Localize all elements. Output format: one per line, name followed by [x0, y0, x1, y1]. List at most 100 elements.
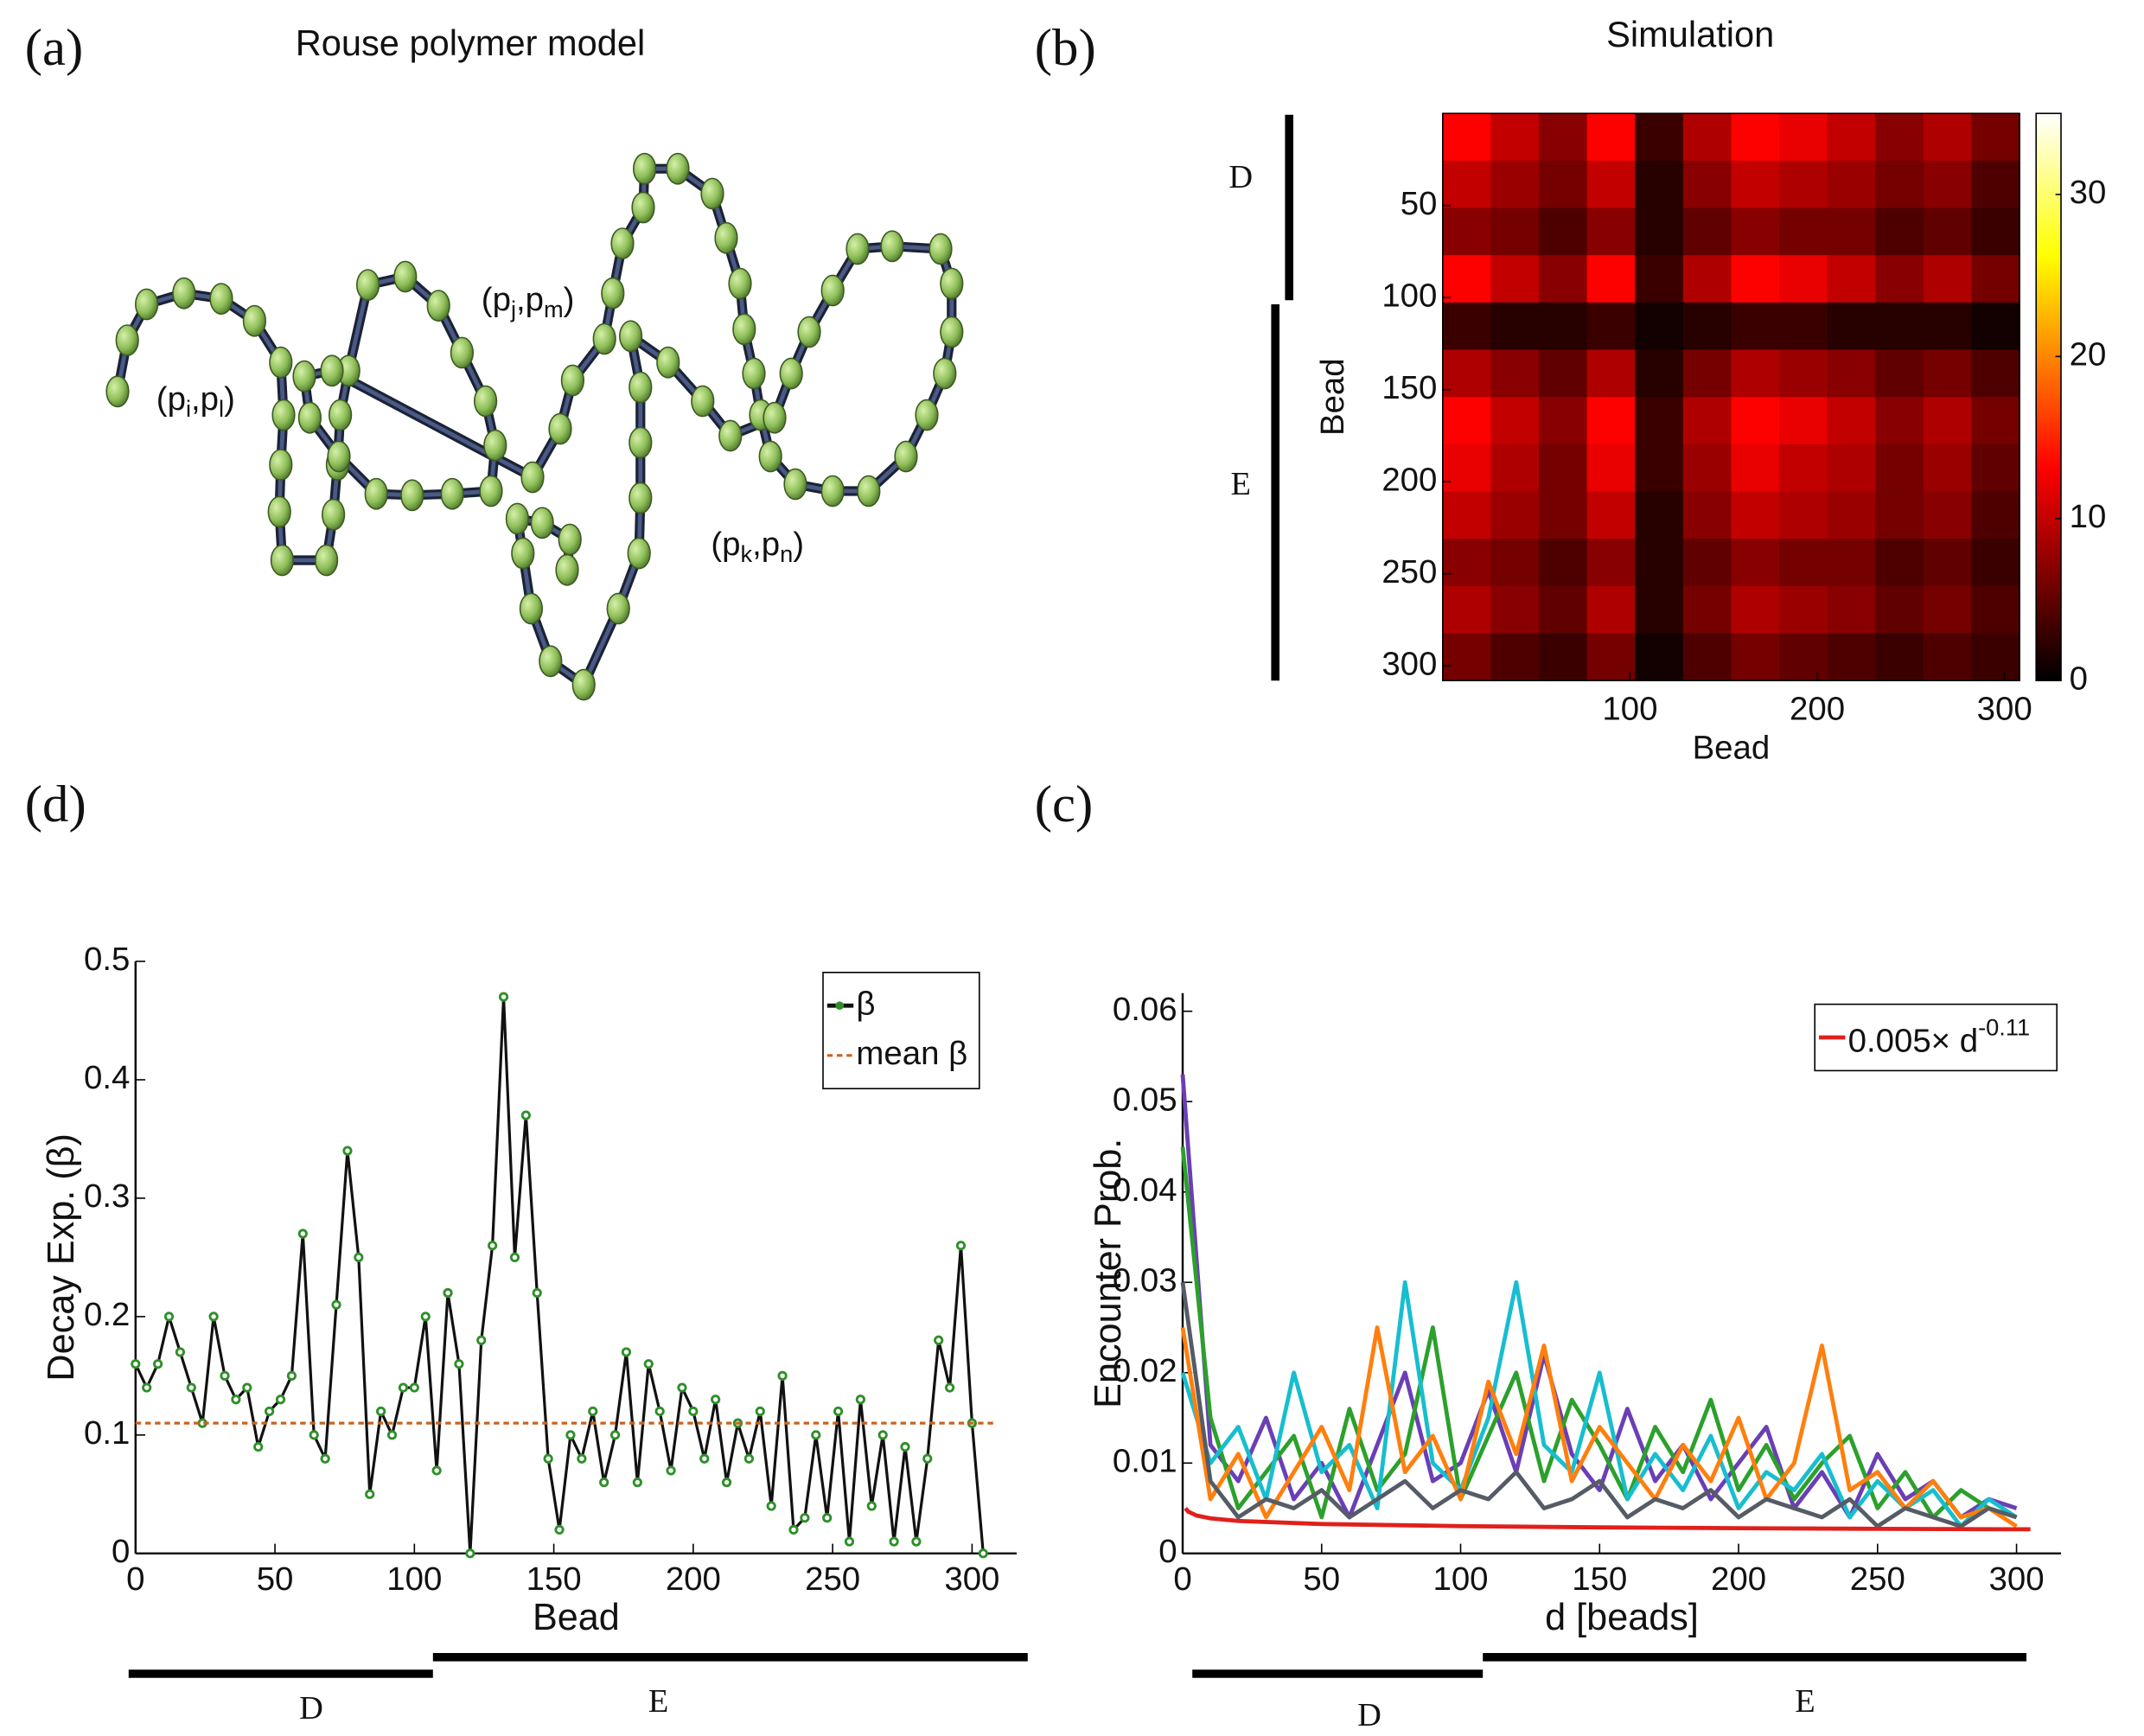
data-point [231, 1395, 241, 1405]
y-tick-label: 0.5 [84, 941, 130, 978]
heatmap-cell [1490, 113, 1540, 162]
heatmap-cell [1490, 633, 1540, 681]
heatmap-cell [1971, 302, 2020, 351]
bead [270, 544, 295, 577]
data-point [978, 1548, 988, 1559]
heatmap-cell [1971, 160, 2020, 209]
data-point [253, 1441, 264, 1452]
data-point [465, 1548, 475, 1559]
region-label: E [1795, 1683, 1815, 1720]
heatmap-cell [1827, 539, 1876, 587]
bead [560, 364, 585, 397]
data-point [833, 1406, 844, 1417]
bead [592, 322, 616, 355]
heatmap-cell [1875, 207, 1924, 256]
heatmap-cell [1971, 255, 2020, 303]
colorbar-tick-label: 10 [2070, 498, 2107, 535]
heatmap-cell [1731, 349, 1780, 398]
bead [940, 267, 964, 300]
heatmap-cell [1971, 444, 2020, 493]
bead [511, 537, 535, 570]
region-label: E [1230, 466, 1250, 502]
bead [548, 412, 572, 445]
heatmap-cell [1539, 491, 1588, 539]
x-tick-label: 300 [1977, 691, 2032, 728]
heatmap-cell [1635, 113, 1684, 162]
heatmap-cell [1779, 113, 1828, 162]
data-point [142, 1382, 152, 1393]
heatmap-cell [1539, 207, 1588, 256]
panel-title: Simulation [1606, 14, 1774, 54]
heatmap-cell [1779, 160, 1828, 209]
heatmap-cell [1490, 585, 1540, 635]
heatmap-cell [1827, 255, 1876, 303]
heatmap-cell [1539, 397, 1588, 445]
bead [820, 274, 845, 307]
heatmap-cell [1731, 444, 1780, 493]
annotation: (pj,pm) [482, 281, 575, 322]
x-tick-label: 200 [1790, 691, 1845, 728]
bead [845, 233, 870, 265]
bead [880, 230, 904, 263]
bead [627, 537, 651, 570]
bead [633, 152, 657, 185]
heatmap-cell [1539, 444, 1588, 493]
data-point [286, 1370, 297, 1381]
y-tick-label: 0.03 [1113, 1261, 1177, 1299]
data-point [476, 1335, 487, 1345]
bead [783, 468, 807, 501]
x-tick-label: 300 [1989, 1560, 2045, 1598]
data-point [320, 1453, 330, 1464]
bead [135, 288, 159, 321]
heatmap-cell [1586, 160, 1636, 209]
bead [329, 399, 353, 431]
heatmap-cell [1442, 160, 1492, 209]
heatmap-cell [1875, 491, 1924, 539]
data-point [877, 1430, 888, 1440]
data-point [409, 1382, 419, 1393]
text-part: ,p [752, 526, 780, 563]
heatmap-cell [1875, 539, 1924, 587]
heatmap-cell [1682, 585, 1732, 635]
data-point [131, 1359, 141, 1369]
heatmap-cell [1490, 539, 1540, 587]
heatmap-cell [1586, 349, 1636, 398]
data-point [454, 1359, 464, 1369]
heatmap-cell [1539, 539, 1588, 587]
y-tick-label: 0.3 [84, 1178, 130, 1215]
heatmap-cell [1971, 349, 2020, 398]
bead [440, 477, 464, 510]
heatmap-cell [1827, 491, 1876, 539]
heatmap-cell [1779, 302, 1828, 351]
legend-marker [835, 1001, 844, 1010]
colorbar-tick-label: 20 [2070, 335, 2107, 373]
data-point [275, 1395, 286, 1405]
bead [315, 544, 339, 577]
heatmap-cell [1923, 633, 1973, 681]
bead [915, 399, 939, 431]
heatmap-cell [1827, 113, 1876, 162]
bead [483, 429, 507, 462]
heatmap-cell [1635, 539, 1684, 587]
bead [479, 475, 503, 507]
x-tick-label: 50 [257, 1560, 294, 1598]
heatmap-cell [1779, 585, 1828, 635]
heatmap-cell [1923, 397, 1973, 445]
data-point [743, 1453, 754, 1464]
legend-box [822, 972, 980, 1089]
region-label: D [1228, 159, 1253, 195]
data-point [520, 1110, 531, 1120]
heatmap-cell [1635, 444, 1684, 493]
bead [666, 152, 690, 185]
bead [520, 461, 545, 494]
data-point [855, 1395, 865, 1405]
bead [393, 260, 418, 293]
bead [933, 357, 957, 390]
heatmap-cell [1971, 207, 2020, 256]
data-point [711, 1395, 721, 1405]
data-point [431, 1465, 442, 1476]
heatmap-cell [1731, 255, 1780, 303]
data-point [755, 1406, 765, 1417]
heatmap-cell [1923, 113, 1973, 162]
heatmap-cell [1875, 444, 1924, 493]
